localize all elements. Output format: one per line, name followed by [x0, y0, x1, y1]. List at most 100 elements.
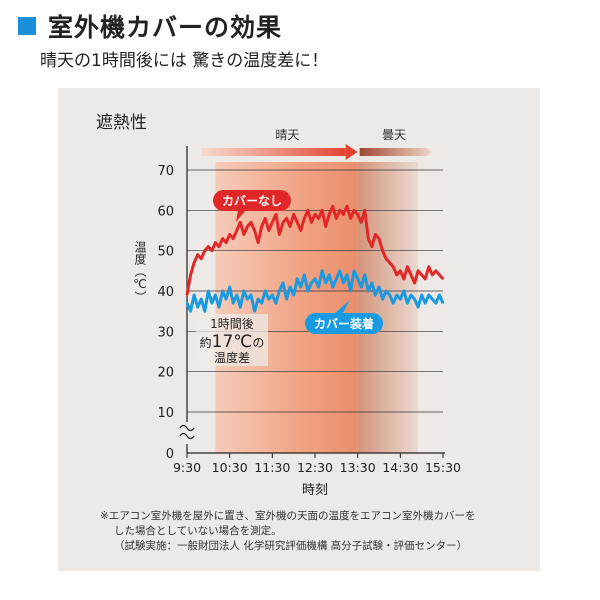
with-cover-series-point — [218, 306, 220, 308]
no-cover-series-point — [339, 209, 341, 212]
with-cover-series-point — [289, 286, 291, 288]
with-cover-series-point — [193, 294, 195, 296]
legend-no-cover-pointer — [236, 210, 246, 222]
with-cover-series-point — [211, 302, 213, 304]
with-cover-series-point — [285, 298, 288, 300]
no-cover-series-point — [211, 249, 213, 252]
with-cover-series-point — [388, 294, 391, 296]
footnote-line-3: （試験実施：一般財団法人 化学研究評価機構 高分子試験・評価センター） — [114, 540, 468, 552]
no-cover-series-point — [292, 213, 295, 216]
with-cover-series-point — [189, 310, 192, 312]
x-tick-label: 13:30 — [340, 460, 376, 475]
with-cover-series-point — [246, 298, 249, 300]
no-cover-series-point — [392, 266, 395, 268]
annotation-line-2: 約17℃の — [200, 332, 265, 352]
with-cover-series-point — [392, 302, 395, 304]
with-cover-series-point — [196, 306, 199, 308]
y-tick-label: 50 — [157, 245, 174, 260]
x-tick-label: 10:30 — [212, 460, 248, 475]
with-cover-series-point — [328, 274, 331, 276]
annotation-value: 17℃ — [212, 332, 253, 352]
no-cover-series-point — [406, 266, 409, 268]
with-cover-series-point — [378, 286, 380, 288]
with-cover-series-point — [424, 302, 427, 304]
no-cover-series-point — [360, 221, 363, 224]
no-cover-series-point — [424, 278, 427, 280]
no-cover-series-point — [367, 237, 370, 240]
with-cover-series-point — [367, 290, 370, 292]
with-cover-series-point — [356, 278, 359, 280]
no-cover-series-point — [438, 274, 441, 276]
no-cover-series-point — [321, 209, 323, 212]
x-tick-label: 11:30 — [254, 460, 290, 475]
with-cover-series-point — [442, 302, 444, 304]
no-cover-series-point — [342, 213, 345, 216]
with-cover-series-point — [335, 278, 338, 280]
with-cover-series-point — [207, 290, 210, 292]
no-cover-series-point — [221, 237, 224, 240]
no-cover-series-point — [431, 274, 434, 276]
period-label-sunny: 晴天 — [275, 128, 299, 142]
legend-with-cover-label: カバー装着 — [314, 316, 374, 331]
no-cover-series-point — [243, 233, 245, 236]
x-axis-label: 時刻 — [302, 483, 328, 498]
with-cover-series-point — [310, 282, 313, 284]
with-cover-series-point — [420, 294, 423, 296]
footnote-line-2: した場合としていない場合を測定。 — [114, 525, 282, 537]
annotation-prefix: 約 — [200, 335, 212, 350]
no-cover-series-point — [420, 274, 423, 276]
cloudy-arrow — [359, 148, 433, 156]
cloudy-band — [357, 162, 419, 453]
no-cover-series-point — [275, 213, 277, 216]
with-cover-series-point — [239, 306, 242, 308]
with-cover-series-point — [339, 270, 341, 272]
with-cover-series-point — [385, 290, 387, 292]
no-cover-series-point — [385, 257, 387, 260]
no-cover-series-point — [374, 233, 377, 236]
no-cover-series-point — [299, 229, 302, 232]
with-cover-series-point — [435, 302, 437, 304]
y-tick-label: 30 — [157, 325, 174, 340]
legend-with-cover-pill — [305, 313, 383, 334]
period-label-cloudy: 曇天 — [382, 128, 406, 142]
y-tick-label: 20 — [157, 366, 174, 381]
no-cover-series-point — [378, 237, 380, 240]
with-cover-series-point — [275, 302, 277, 304]
no-cover-series-point — [371, 245, 373, 248]
no-cover-series-point — [399, 270, 402, 272]
with-cover-series-point — [296, 278, 299, 280]
with-cover-series-point — [431, 298, 434, 300]
x-tick-label: 14:30 — [382, 460, 418, 475]
no-cover-series-point — [442, 278, 444, 280]
no-cover-series-point — [310, 221, 313, 224]
page-title: 室外機カバーの効果 — [48, 13, 283, 42]
with-cover-series-point — [395, 294, 398, 296]
no-cover-series-point — [395, 274, 398, 276]
annotation-line-1: 1時間後 — [210, 317, 254, 331]
with-cover-series-point — [271, 294, 274, 296]
legend-no-cover-label: カバーなし — [222, 194, 282, 208]
y-tick-label: 70 — [157, 164, 174, 179]
no-cover-series-point — [317, 217, 320, 220]
page-subtitle: 晴天の1時間後には 驚きの温度差に！ — [40, 51, 329, 71]
no-cover-series-point — [264, 217, 267, 220]
no-cover-series-point — [314, 213, 316, 216]
no-cover-series-point — [356, 213, 359, 216]
no-cover-series-point — [403, 278, 405, 280]
no-cover-series-point — [203, 249, 206, 252]
with-cover-series-point — [292, 294, 295, 296]
annotation-bg — [196, 314, 268, 366]
no-cover-series-point — [335, 217, 338, 220]
with-cover-series-point — [186, 302, 188, 304]
no-cover-series-point — [189, 274, 192, 276]
no-cover-series-point — [239, 221, 242, 224]
no-cover-series-point — [193, 261, 195, 264]
no-cover-series-point — [235, 229, 238, 232]
with-cover-series-point — [225, 298, 227, 300]
no-cover-series-point — [435, 270, 437, 272]
no-cover-series-point — [289, 225, 291, 228]
no-cover-series-point — [196, 253, 199, 256]
no-cover-series-point — [228, 233, 231, 236]
with-cover-series-point — [410, 294, 412, 296]
